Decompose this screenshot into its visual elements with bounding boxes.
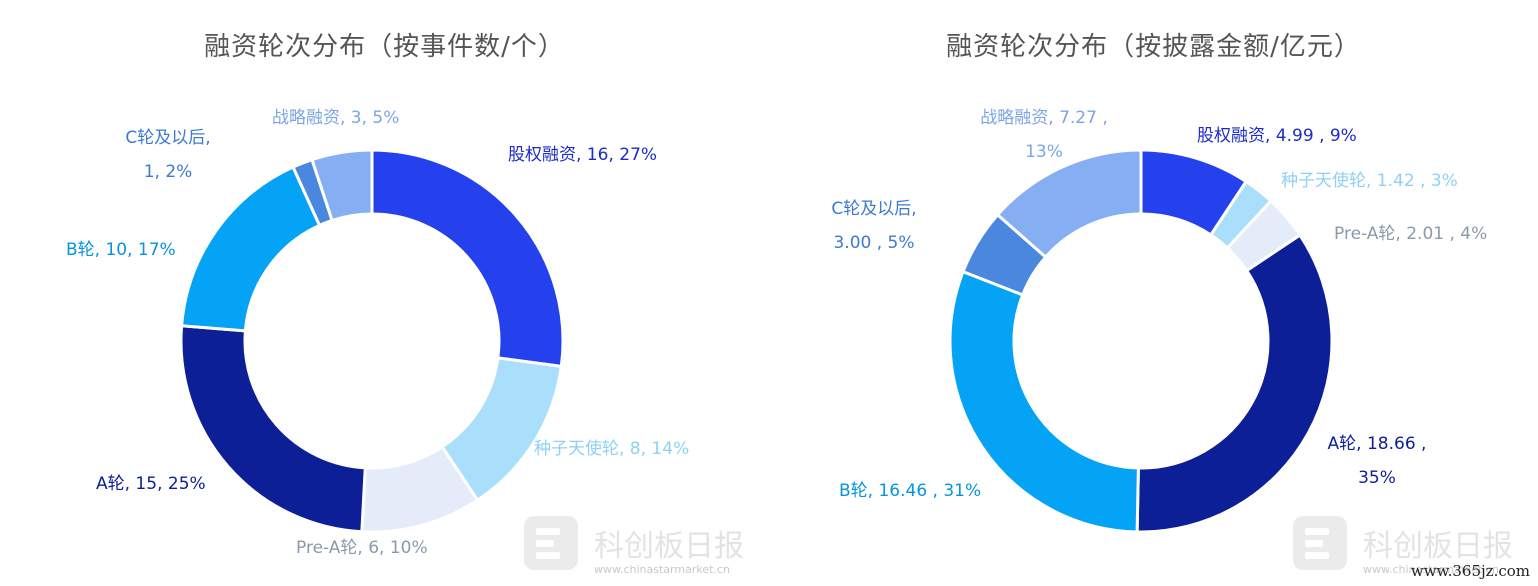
slice-label-round-b: B轮, 16.46 , 31% bbox=[839, 481, 982, 501]
donut-slice-4 bbox=[948, 269, 1140, 534]
donut-slice-6 bbox=[995, 148, 1143, 260]
slice-label-round-a-line1: A轮, 18.66 , bbox=[1327, 434, 1427, 454]
watermark-site: www.chinastarmarket.cn bbox=[594, 563, 730, 576]
donut-chart-events bbox=[179, 148, 565, 534]
chart-panel-amount: 融资轮次分布（按披露金额/亿元） 股权融资, 4.99 , 9% 种子天使轮, … bbox=[769, 0, 1538, 586]
donut-slice-4 bbox=[179, 165, 322, 333]
brand-logo-icon bbox=[524, 516, 578, 570]
slice-label-round-a: A轮, 18.66 , 35% bbox=[1317, 427, 1437, 495]
site-tag: www.365jz.com bbox=[1410, 562, 1530, 580]
watermark-brand: 科创板日报 bbox=[594, 529, 744, 564]
slice-label-equity: 股权融资, 4.99 , 9% bbox=[1197, 126, 1357, 146]
slice-label-round-c-plus-line1: C轮及以后, bbox=[831, 199, 917, 219]
donut-chart-amount bbox=[948, 148, 1334, 534]
slice-label-strategic: 战略融资, 7.27 , 13% bbox=[964, 101, 1124, 169]
donut-slice-3 bbox=[1135, 233, 1334, 534]
slice-label-round-a: A轮, 15, 25% bbox=[96, 474, 206, 494]
watermark-brand: 科创板日报 bbox=[1363, 529, 1513, 564]
slice-label-round-b: B轮, 10, 17% bbox=[66, 240, 176, 260]
chart-title: 融资轮次分布（按披露金额/亿元） bbox=[946, 32, 1361, 62]
brand-logo-icon bbox=[1293, 516, 1347, 570]
slice-label-strategic-line2: 13% bbox=[1025, 142, 1063, 162]
watermark: 科创板日报 bbox=[524, 516, 744, 570]
slice-label-seed-angel: 种子天使轮, 8, 14% bbox=[534, 439, 690, 459]
chart-panel-events: 融资轮次分布（按事件数/个） 股权融资, 16, 27% 种子天使轮, 8, 1… bbox=[66, 32, 744, 576]
slice-label-equity: 股权融资, 16, 27% bbox=[508, 145, 658, 165]
donut-slice-6 bbox=[310, 148, 374, 223]
donut-slice-0 bbox=[370, 148, 565, 369]
slice-label-pre-a: Pre-A轮, 6, 10% bbox=[296, 538, 428, 558]
slice-label-strategic: 战略融资, 3, 5% bbox=[272, 108, 400, 128]
slice-label-round-c-plus-line2: 3.00 , 5% bbox=[833, 233, 915, 253]
slice-label-round-c-plus-line2: 1, 2% bbox=[143, 162, 193, 182]
slice-label-round-c-plus: C轮及以后, 3.00 , 5% bbox=[814, 192, 934, 260]
chart-title: 融资轮次分布（按事件数/个） bbox=[204, 32, 565, 62]
slice-label-round-c-plus: C轮及以后, 1, 2% bbox=[113, 121, 223, 189]
slice-label-strategic-line1: 战略融资, 7.27 , bbox=[980, 108, 1108, 128]
slice-label-pre-a: Pre-A轮, 2.01 , 4% bbox=[1334, 224, 1488, 244]
donut-slice-3 bbox=[179, 324, 367, 534]
slice-label-round-c-plus-line1: C轮及以后, bbox=[125, 128, 211, 148]
watermark: 科创板日报 bbox=[1293, 516, 1513, 570]
slice-label-round-a-line2: 35% bbox=[1358, 468, 1396, 488]
slice-label-seed-angel: 种子天使轮, 1.42 , 3% bbox=[1281, 171, 1458, 191]
watermark-site: www.chinastarmarket.cn bbox=[1363, 563, 1499, 576]
